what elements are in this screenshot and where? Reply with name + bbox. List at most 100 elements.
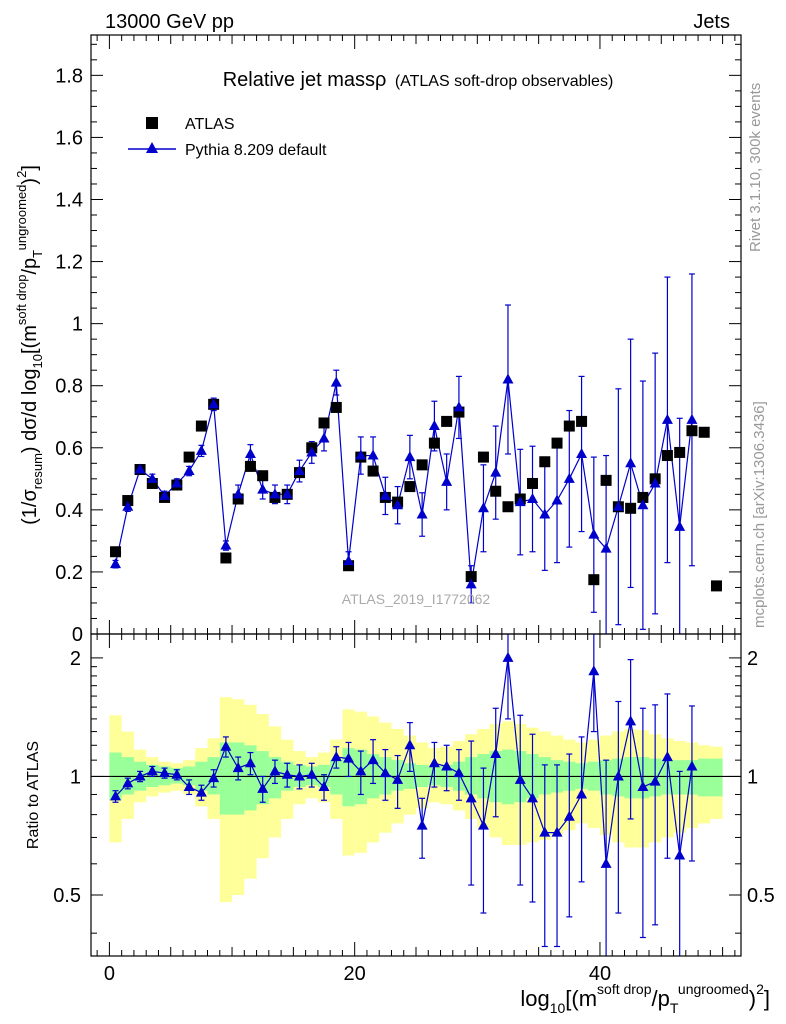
pythia-point bbox=[355, 449, 367, 460]
ratio-point bbox=[195, 786, 207, 797]
chart-subtitle: (ATLAS soft-drop observables) bbox=[395, 73, 613, 90]
band-inner bbox=[330, 760, 343, 795]
atlas-point bbox=[367, 465, 379, 477]
ratio-point bbox=[527, 792, 539, 803]
pythia-point bbox=[367, 449, 379, 460]
pythia-point bbox=[404, 451, 416, 462]
ratio-point bbox=[134, 770, 146, 781]
x-tick-label: 40 bbox=[589, 963, 611, 985]
pythia-point bbox=[674, 520, 686, 531]
ratio-point bbox=[649, 775, 661, 786]
band-inner bbox=[710, 758, 723, 797]
ratio-y-tick-label: 1 bbox=[747, 766, 758, 788]
ratio-point bbox=[110, 790, 122, 801]
band-inner bbox=[342, 748, 355, 807]
x-axis-title: log10[(msoft drop/pTungroomed)2] bbox=[520, 981, 770, 1016]
ratio-point bbox=[612, 770, 624, 781]
main-y-tick-label: 0.8 bbox=[55, 376, 83, 398]
atlas-point bbox=[343, 560, 355, 572]
ratio-point bbox=[441, 760, 453, 771]
chart-title-main: Relative jet massρ bbox=[223, 69, 387, 91]
atlas-point bbox=[710, 580, 722, 592]
legend: ATLAS Pythia 8.209 default bbox=[128, 116, 327, 159]
pythia-point bbox=[343, 555, 355, 566]
ratio-point bbox=[416, 819, 428, 830]
atlas-point bbox=[539, 456, 551, 468]
atlas-point bbox=[551, 437, 563, 449]
pythia-point bbox=[171, 477, 183, 488]
atlas-point bbox=[428, 437, 440, 449]
atlas-point bbox=[661, 450, 673, 462]
ratio-point bbox=[244, 757, 256, 768]
atlas-point bbox=[122, 495, 134, 507]
atlas-point bbox=[244, 460, 256, 472]
main-y-tick-label: 1.4 bbox=[55, 189, 83, 211]
ratio-point bbox=[563, 810, 575, 821]
ratio-point bbox=[171, 768, 183, 779]
atlas-point bbox=[527, 477, 539, 489]
main-y-tick-label: 1.2 bbox=[55, 252, 83, 274]
atlas-point bbox=[637, 491, 649, 503]
main-y-tick-label: 0 bbox=[72, 624, 83, 646]
pythia-point bbox=[514, 496, 526, 507]
ratio-point bbox=[281, 768, 293, 779]
ratio-point bbox=[600, 857, 612, 868]
ratio-y-axis-title: Ratio to ATLAS bbox=[25, 741, 42, 849]
atlas-point bbox=[441, 415, 453, 427]
main-panel: 0 0.2 0.4 0.6 0.8 1 1.2 1.4 1.6 1.8 ATLAS_2019_I1… bbox=[14, 34, 742, 646]
pythia-point bbox=[281, 488, 293, 499]
main-y-tick-label: 1.6 bbox=[55, 127, 83, 149]
ratio-point bbox=[551, 826, 563, 837]
atlas-point bbox=[183, 451, 195, 463]
ratio-point bbox=[355, 765, 367, 776]
ratio-point bbox=[330, 751, 342, 762]
ratio-point bbox=[367, 754, 379, 765]
pythia-point bbox=[208, 398, 220, 409]
pythia-point bbox=[379, 489, 391, 500]
ratio-y-tick-label: 2 bbox=[747, 648, 758, 670]
main-y-tick-label: 1.8 bbox=[55, 65, 83, 87]
main-y-tick-label: 0.6 bbox=[55, 438, 83, 460]
ratio-y-tick-label: 0.5 bbox=[53, 885, 81, 907]
atlas-point bbox=[502, 501, 514, 513]
ratio-point bbox=[576, 788, 588, 799]
main-y-tick-label: 1 bbox=[72, 314, 83, 336]
ratio-point bbox=[343, 752, 355, 763]
atlas-point bbox=[453, 406, 465, 418]
pythia-point bbox=[527, 492, 539, 503]
atlas-point bbox=[563, 420, 575, 432]
ratio-point bbox=[625, 715, 637, 726]
band-inner bbox=[698, 758, 711, 797]
atlas-point bbox=[416, 459, 428, 471]
ratio-point bbox=[514, 773, 526, 784]
legend-marker-pythia bbox=[146, 142, 158, 153]
pythia-point bbox=[441, 475, 453, 486]
ratio-point bbox=[293, 770, 305, 781]
pythia-point bbox=[612, 500, 624, 511]
pythia-point bbox=[428, 420, 440, 431]
pythia-point bbox=[159, 489, 171, 500]
atlas-point bbox=[110, 546, 122, 558]
pythia-point bbox=[146, 472, 158, 483]
pythia-point bbox=[416, 508, 428, 519]
x-tick-label: 0 bbox=[104, 963, 115, 985]
pythia-point bbox=[465, 578, 477, 589]
pythia-point bbox=[600, 542, 612, 553]
pythia-point bbox=[477, 502, 489, 513]
atlas-point bbox=[686, 425, 698, 437]
band-inner bbox=[219, 742, 233, 815]
pythia-point bbox=[551, 494, 563, 505]
atlas-point bbox=[600, 474, 612, 486]
ratio-point bbox=[183, 781, 195, 792]
ratio-point bbox=[674, 849, 686, 860]
pythia-point bbox=[649, 477, 661, 488]
atlas-point bbox=[588, 574, 600, 586]
ratio-panel: 0.5 0.51 12 20 20 40 Ratio to ATLAS log10[(ms… bbox=[25, 633, 775, 1016]
ratio-point bbox=[220, 740, 232, 751]
atlas-point bbox=[330, 401, 342, 413]
ratio-point bbox=[306, 768, 318, 779]
ratio-point bbox=[232, 762, 244, 773]
pythia-point bbox=[490, 466, 502, 477]
ratio-point bbox=[502, 651, 514, 662]
